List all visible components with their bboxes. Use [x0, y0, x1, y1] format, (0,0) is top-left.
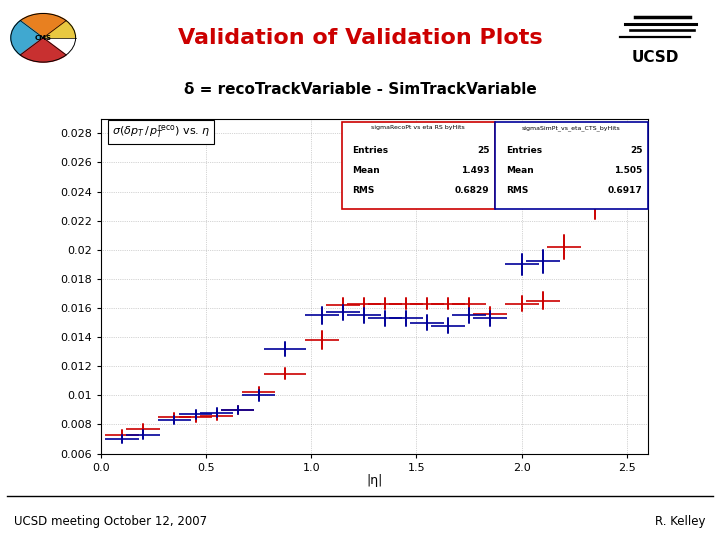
- Text: 25: 25: [630, 146, 642, 154]
- FancyBboxPatch shape: [341, 122, 495, 209]
- Text: RMS: RMS: [505, 186, 528, 195]
- Polygon shape: [43, 21, 76, 38]
- Text: UCSD meeting October 12, 2007: UCSD meeting October 12, 2007: [14, 515, 207, 528]
- Text: 1.493: 1.493: [461, 166, 490, 174]
- Text: Validation of Validation Plots: Validation of Validation Plots: [178, 28, 542, 48]
- Text: RMS: RMS: [353, 186, 375, 195]
- Text: Entries: Entries: [353, 146, 389, 154]
- Polygon shape: [20, 14, 66, 38]
- X-axis label: |η|: |η|: [366, 474, 382, 487]
- Text: $\sigma(\delta p_T\,/\,p_T^{\rm reco})$ vs. $\eta$: $\sigma(\delta p_T\,/\,p_T^{\rm reco})$ …: [112, 124, 210, 140]
- Text: 0.6829: 0.6829: [455, 186, 490, 195]
- Text: R. Kelley: R. Kelley: [655, 515, 706, 528]
- Text: Mean: Mean: [505, 166, 534, 174]
- Text: Mean: Mean: [353, 166, 380, 174]
- Text: sigmaRecoPt vs eta RS byHits: sigmaRecoPt vs eta RS byHits: [372, 125, 465, 131]
- Polygon shape: [20, 38, 66, 62]
- Text: sigmaSimPt_vs_eta_CTS_byHits: sigmaSimPt_vs_eta_CTS_byHits: [522, 125, 621, 131]
- Text: Entries: Entries: [505, 146, 542, 154]
- Polygon shape: [11, 21, 43, 55]
- Text: 25: 25: [477, 146, 490, 154]
- FancyBboxPatch shape: [495, 122, 648, 209]
- Text: δ = recoTrackVariable - SimTrackVariable: δ = recoTrackVariable - SimTrackVariable: [184, 82, 536, 97]
- Text: UCSD: UCSD: [631, 50, 679, 65]
- Text: CMS: CMS: [35, 35, 52, 41]
- Text: 0.6917: 0.6917: [608, 186, 642, 195]
- Text: 1.505: 1.505: [614, 166, 642, 174]
